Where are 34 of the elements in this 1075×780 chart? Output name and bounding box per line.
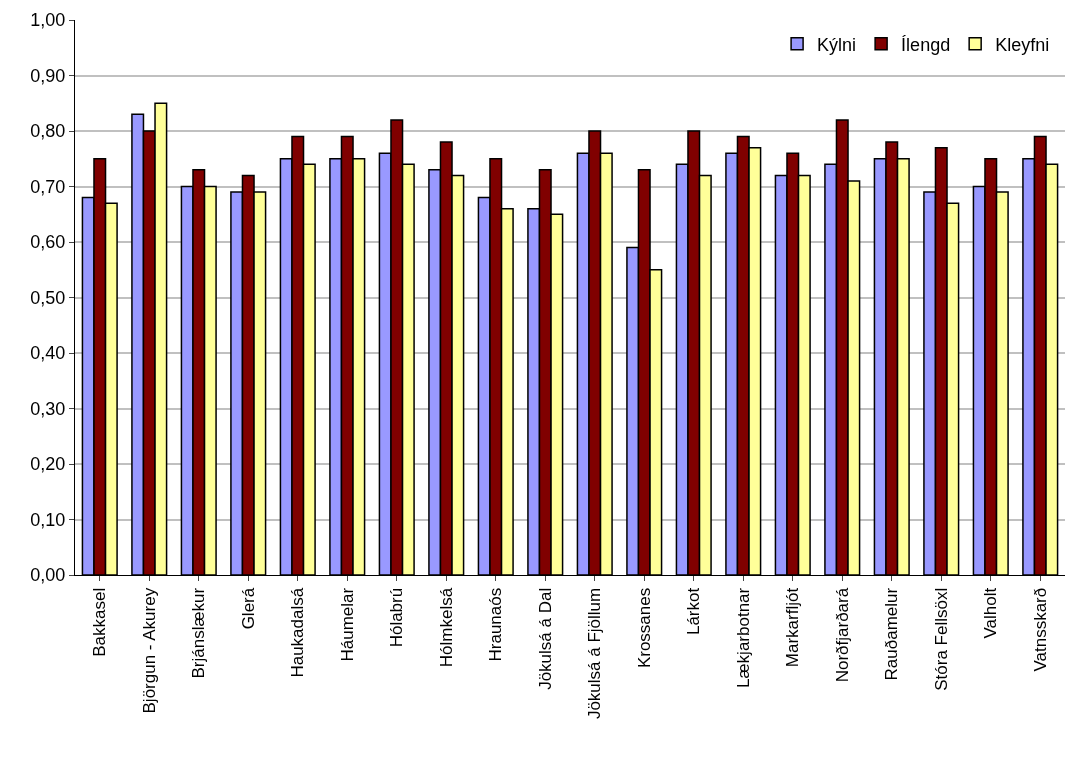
x-tick-label: Rauðamelur	[882, 587, 902, 681]
y-tick-label: 0,60	[30, 232, 66, 253]
x-tick-label: Markarfljót	[783, 587, 803, 668]
x-tick-label: Valholt	[981, 587, 1001, 639]
x-tick-label: Hólmkelsá	[436, 587, 456, 668]
legend-label: Kýlni	[817, 34, 857, 55]
legend-label: Ílengd	[901, 34, 951, 55]
x-tick-label: Jökulsá á Dal	[535, 587, 555, 690]
x-tick-label: Lækjarbotnar	[733, 587, 753, 688]
x-tick-label: Hólabrú	[387, 587, 407, 648]
x-tick-label: Lárkot	[684, 587, 704, 636]
legend-label: Kleyfni	[995, 34, 1050, 55]
x-tick-label: Vatnsskarð	[1030, 587, 1050, 672]
y-tick-label: 0,90	[30, 65, 66, 86]
y-tick-label: 0,50	[30, 287, 66, 308]
x-tick-label: Bakkasel	[90, 587, 110, 657]
y-tick-label: 0,40	[30, 343, 66, 364]
y-tick-label: 0,10	[30, 509, 66, 530]
x-tick-label: Norðfjarðará	[832, 587, 852, 683]
y-tick-label: 0,20	[30, 454, 66, 475]
y-tick-label: 0,70	[30, 176, 66, 197]
x-tick-label: Björgun - Akurey	[139, 587, 159, 714]
y-tick-label: 0,80	[30, 121, 66, 142]
x-tick-label: Brjánslækur	[189, 587, 209, 679]
x-tick-label: Krossanes	[634, 587, 654, 669]
y-tick-label: 0,00	[30, 565, 66, 586]
y-tick-label: 0,30	[30, 398, 66, 419]
y-tick-label: 1,00	[30, 10, 66, 31]
x-tick-label: Stóra Fellsöxl	[931, 587, 951, 691]
x-tick-label: Glerá	[238, 587, 258, 630]
x-tick-label: Háumelar	[337, 587, 357, 662]
x-tick-label: Haukadalsá	[288, 587, 308, 678]
x-tick-label: Hraunaós	[486, 587, 506, 662]
x-tick-label: Jökulsá á Fjöllum	[585, 587, 605, 720]
